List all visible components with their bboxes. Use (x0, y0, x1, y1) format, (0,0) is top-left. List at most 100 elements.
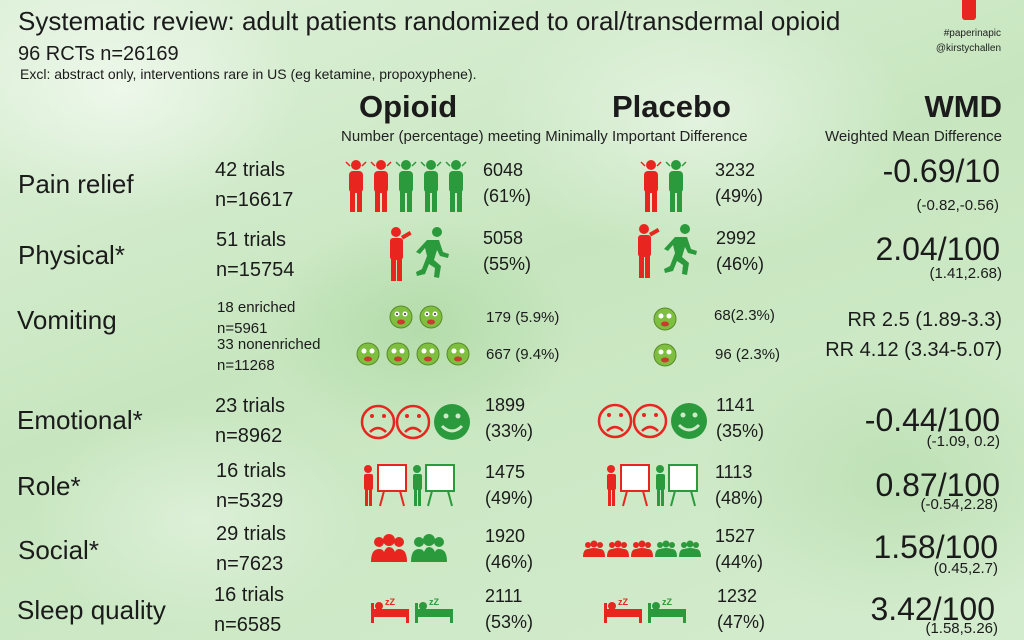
opioid-result: 1899 (33%) (485, 392, 533, 444)
page-title: Systematic review: adult patients random… (18, 6, 841, 36)
row-label: Vomiting (17, 305, 117, 335)
enriched-trial-count: 18 enriched n=5961 (217, 297, 295, 339)
placebo-count: 1141 (716, 395, 755, 415)
opioid-icons (387, 226, 451, 282)
placebo-icons (597, 401, 711, 446)
placebo-count: 1527 (715, 526, 756, 546)
enriched-relative-risk: RR 2.5 (1.89-3.3) (847, 309, 1002, 331)
placebo-result: 1113 (48%) (715, 459, 763, 511)
placebo-icons (605, 463, 701, 512)
opioid-percent: (53%) (485, 612, 534, 632)
row-label: Social* (18, 535, 99, 565)
placebo-result: 1527 (44%) (715, 523, 763, 575)
confidence-interval: (-1.09, 0.2) (926, 433, 1000, 450)
participants-text: n=16617 (215, 189, 294, 211)
hashtag-credit: #paperinapic (943, 28, 1001, 39)
placebo-result: 1141 (35%) (716, 392, 764, 444)
participants-text: n=7623 (216, 553, 284, 575)
svg-text:zZ: zZ (429, 597, 440, 607)
opioid-percent: (46%) (485, 552, 534, 572)
opioid-result: 2111 (53%) (485, 583, 533, 635)
placebo-enriched-result: 68(2.3%) (714, 307, 775, 324)
confidence-interval: (-0.82,-0.56) (916, 197, 999, 214)
participants-text: n=11268 (217, 357, 275, 374)
vomiting-face-icon (356, 342, 470, 366)
confidence-interval: (-0.54,2.28) (920, 496, 998, 513)
opioid-percent: (61%) (483, 186, 532, 206)
participants-text: n=15754 (216, 259, 295, 281)
row-label: Pain relief (18, 169, 134, 199)
placebo-percent: (49%) (715, 186, 764, 206)
placebo-percent: (35%) (716, 421, 765, 441)
nonenriched-trial-count: 33 nonenriched n=11268 (217, 334, 320, 376)
placebo-icons (583, 540, 705, 563)
trials-text: 33 nonenriched (217, 336, 321, 353)
opioid-result: 1920 (46%) (485, 523, 533, 575)
opioid-percent: (33%) (485, 421, 534, 441)
sleeping-bed-icon: zZ zZ (604, 597, 686, 623)
trial-count: 42 trials n=16617 (215, 155, 293, 215)
rct-count: 96 RCTs n=26169 (18, 43, 179, 65)
placebo-icons (635, 223, 699, 279)
wmd-note: Weighted Mean Difference (824, 128, 1002, 145)
opioid-icons (344, 158, 474, 212)
running-person-icon (390, 227, 449, 281)
sleeping-bed-icon: zZ zZ (371, 597, 453, 623)
group-icon (583, 540, 701, 557)
effect-estimate: 2.04/100 (875, 231, 1000, 267)
confidence-interval: (1.41,2.68) (929, 265, 1002, 282)
face-icon (360, 404, 470, 440)
opioid-count: 1475 (485, 462, 526, 482)
placebo-percent: (47%) (717, 612, 766, 632)
opioid-nonenriched-result: 667 (9.4%) (486, 346, 560, 363)
placebo-result: 3232 (49%) (715, 157, 763, 209)
opioid-result: 5058 (55%) (483, 225, 531, 277)
placebo-percent: (44%) (715, 552, 764, 572)
opioid-icons (360, 402, 474, 447)
placebo-icons: zZ zZ (602, 595, 690, 630)
column-header-placebo: Placebo (612, 89, 731, 124)
presenter-icon (607, 464, 698, 507)
participants-text: n=5961 (217, 320, 268, 337)
logo-mark (962, 0, 976, 20)
face-icon (597, 403, 707, 439)
placebo-count: 1113 (715, 462, 753, 482)
row-label: Emotional* (17, 405, 143, 435)
nonenriched-relative-risk: RR 4.12 (3.34-5.07) (825, 339, 1002, 361)
placebo-enriched-icons (652, 305, 680, 338)
opioid-nonenriched-icons (355, 340, 475, 373)
effect-estimate: 1.58/100 (873, 529, 998, 565)
svg-text:zZ: zZ (385, 597, 396, 607)
group-icon (371, 534, 447, 562)
mid-note: Number (percentage) meeting Minimally Im… (341, 128, 748, 145)
opioid-count: 1920 (485, 526, 526, 546)
opioid-icons: zZ zZ (369, 595, 457, 630)
trials-text: 18 enriched (217, 299, 296, 316)
placebo-result: 1232 (47%) (717, 583, 765, 635)
trials-text: 51 trials (216, 229, 287, 251)
opioid-count: 2111 (485, 586, 523, 606)
effect-estimate: 3.42/100 (870, 591, 995, 627)
trials-text: 42 trials (215, 159, 286, 181)
participants-text: n=8962 (215, 425, 283, 447)
placebo-count: 3232 (715, 160, 756, 180)
opioid-result: 6048 (61%) (483, 157, 531, 209)
placebo-count: 1232 (717, 586, 758, 606)
exclusion-note: Excl: abstract only, interventions rare … (20, 66, 477, 82)
trials-text: 16 trials (214, 584, 285, 606)
trial-count: 29 trials n=7623 (216, 519, 286, 579)
opioid-percent: (49%) (485, 488, 534, 508)
author-credit: @kirstychallen (935, 43, 1001, 54)
trials-text: 23 trials (215, 395, 286, 417)
opioid-icons (362, 463, 458, 512)
placebo-icons (639, 158, 689, 212)
effect-estimate: -0.44/100 (864, 402, 1000, 438)
participants-text: n=5329 (216, 490, 284, 512)
svg-text:zZ: zZ (618, 597, 629, 607)
placebo-percent: (48%) (715, 488, 764, 508)
placebo-percent: (46%) (716, 254, 765, 274)
effect-estimate: -0.69/10 (882, 153, 1000, 189)
trial-count: 51 trials n=15754 (216, 225, 294, 285)
vomiting-face-icon (653, 343, 677, 367)
